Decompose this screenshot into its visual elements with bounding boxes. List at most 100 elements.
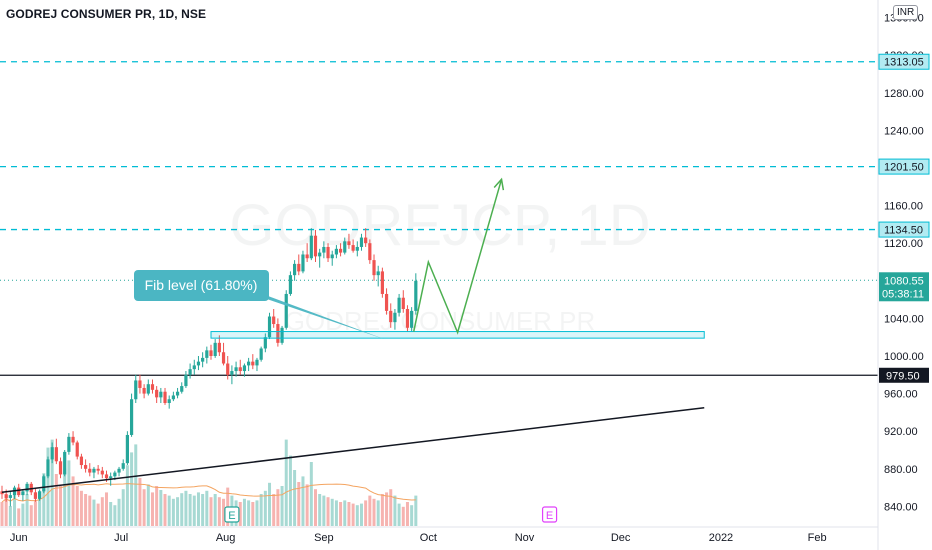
candle-body-47	[196, 361, 201, 366]
volume-bar-91	[380, 494, 384, 526]
volume-bar-18	[75, 486, 79, 526]
candle-body-44	[184, 374, 188, 387]
price-label-1: 1201.50	[884, 162, 924, 174]
y-tick-label-5: 1040.00	[884, 313, 924, 325]
volume-bar-82	[343, 500, 347, 526]
volume-bar-74	[309, 462, 313, 526]
volume-bar-97	[405, 502, 409, 526]
candle-body-95	[397, 297, 401, 313]
candle-body-62	[259, 348, 263, 360]
volume-bar-62	[259, 494, 263, 526]
volume-bar-10	[42, 473, 46, 526]
volume-bar-32	[134, 444, 138, 526]
volume-bar-14	[59, 486, 63, 526]
volume-bar-61	[255, 500, 259, 526]
volume-bar-83	[347, 502, 351, 526]
x-tick-label-7: 2022	[709, 532, 733, 544]
price-axis: 840.00 880.00 920.00 960.00 1000.00 1040.00 10…	[877, 0, 932, 550]
last-price-label: 1080.55	[884, 275, 924, 287]
y-tick-label-4: 1000.00	[884, 351, 924, 363]
candle-body-39	[163, 391, 167, 403]
candle-body-74	[309, 235, 313, 259]
projection-arrowhead	[493, 177, 505, 191]
volume-bar-90	[376, 500, 380, 526]
earnings-marker-box-1	[541, 506, 558, 523]
y-tick-label-2: 920.00	[884, 426, 918, 438]
volume-bar-52	[217, 497, 221, 526]
volume-bar-92	[385, 492, 389, 526]
volume-bar-39	[163, 494, 167, 526]
volume-bar-44	[184, 490, 188, 526]
watermark-name: GODREJ CONSUMER PR	[285, 306, 596, 336]
volume-bar-41	[171, 498, 175, 526]
earnings-marker-box-0	[224, 506, 240, 523]
candle-body-48	[201, 357, 205, 362]
time-axis: Jun Jul Aug Sep Oct Nov Dec 2022 Feb	[0, 526, 878, 544]
candle-body-13	[54, 447, 58, 462]
candle-body-50	[209, 350, 213, 356]
volume-bar-4	[17, 508, 21, 526]
volume-bar-80	[334, 500, 338, 526]
candle-body-54	[226, 363, 230, 375]
y-tick-label-3: 960.00	[884, 389, 918, 401]
candle-body-87	[364, 237, 368, 244]
volume-bar-75	[314, 489, 317, 526]
price-label-2: 1134.50	[884, 225, 923, 237]
candle-body-79	[330, 254, 334, 259]
volume-bar-87	[364, 500, 368, 526]
volume-bar-84	[351, 503, 355, 526]
candle-body-37	[155, 389, 159, 398]
volume-bar-38	[159, 490, 163, 526]
candle-body-91	[380, 271, 384, 294]
candle-body-28	[117, 468, 121, 473]
candle-body-76	[318, 252, 322, 257]
candle-body-75	[313, 235, 318, 257]
volume-bar-33	[138, 478, 142, 526]
volume-bar-7	[29, 505, 33, 526]
volume-bar-78	[326, 497, 330, 526]
candle-body-86	[359, 237, 364, 247]
candle-body-52	[217, 342, 221, 353]
symbol-watermark: GODREJCP, 1D GODREJ CONSUMER PR	[229, 193, 650, 336]
volume-bar-2	[8, 506, 12, 526]
volume-bar-46	[192, 495, 196, 526]
candle-body-21	[88, 468, 92, 473]
candle-body-43	[180, 386, 184, 392]
volume-bar-70	[293, 470, 297, 526]
candles	[0, 228, 418, 507]
candle-body-15	[63, 451, 67, 475]
callout-pointer	[258, 296, 384, 339]
candle-body-80	[334, 248, 338, 255]
candle-body-32	[134, 380, 138, 400]
watermark-symbol: GODREJCP, 1D	[229, 193, 650, 258]
volume-bar-23	[96, 503, 100, 526]
volume-bar-12	[50, 439, 54, 526]
currency-badge[interactable]: INR	[893, 5, 919, 20]
volume-bar-60	[251, 502, 255, 526]
y-tick-label-8: 1160.00	[884, 201, 923, 213]
volume-bar-72	[301, 476, 305, 526]
candle-body-41	[171, 395, 175, 400]
y-tick-label-1: 880.00	[884, 464, 918, 476]
volume-bar-28	[117, 498, 121, 526]
volume-bar-24	[100, 497, 104, 526]
volume-bar-29	[121, 489, 125, 526]
volume-bar-77	[322, 495, 326, 526]
volume-bar-16	[67, 460, 71, 526]
volume-bar-6	[25, 494, 29, 526]
volume-bar-9	[38, 490, 42, 526]
earnings-marker-label-0: E	[228, 510, 235, 522]
volume-bar-8	[33, 501, 37, 526]
volume-bar-30	[125, 465, 129, 526]
price-label-3: 979.50	[886, 370, 920, 382]
candle-body-6	[25, 483, 29, 492]
candle-body-96	[401, 297, 405, 309]
drawings: Fib level (61.80%) E E	[1, 177, 705, 523]
candle-body-38	[159, 391, 163, 398]
volume-bar-47	[196, 492, 200, 526]
volume-bar-26	[109, 502, 113, 526]
candle-body-40	[167, 399, 171, 403]
candle-body-57	[238, 367, 242, 372]
candle-body-5	[21, 491, 25, 496]
